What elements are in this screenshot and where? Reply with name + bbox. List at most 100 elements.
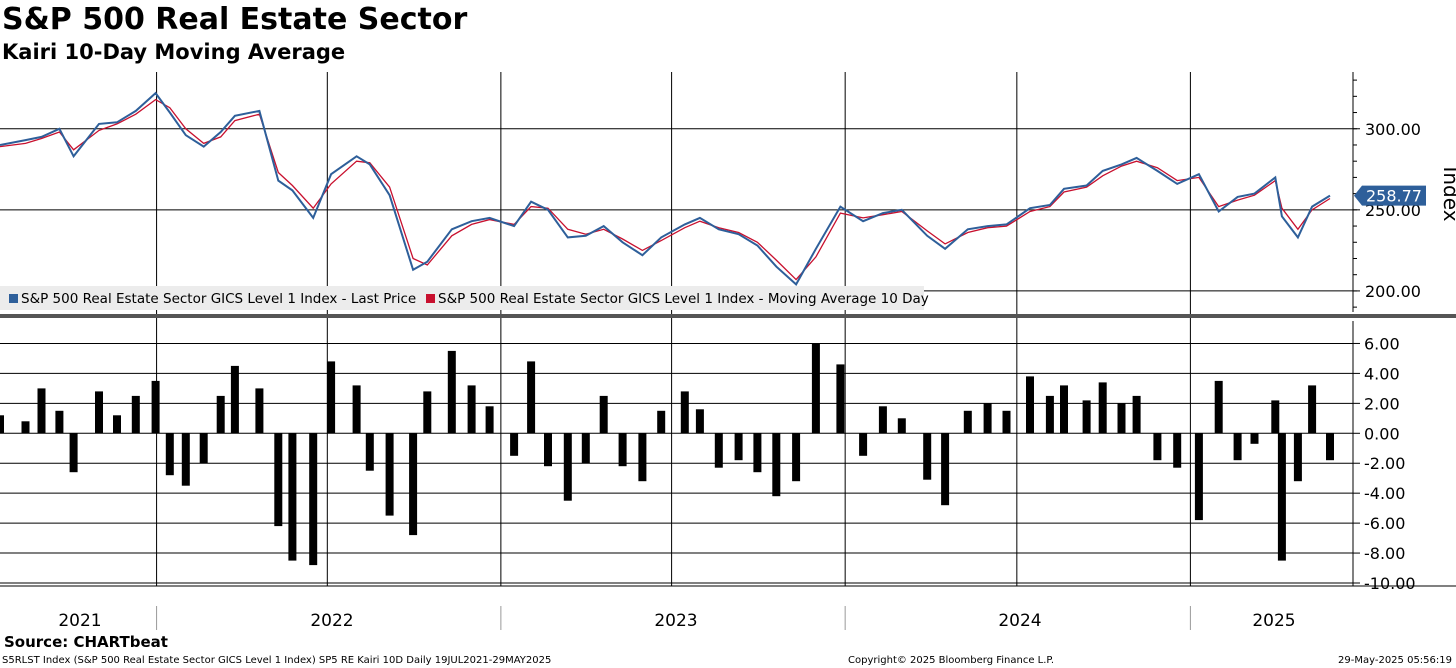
kairi-bar [409,433,418,536]
footer-description: S5RLST Index (S&P 500 Real Estate Sector… [2,655,552,666]
kairi-bar [941,433,950,506]
kairi-bar [544,433,552,467]
last-value-label: 258.77 [1366,187,1422,206]
kairi-bar [151,380,160,434]
last-value-badge: 258.77 [1354,185,1426,206]
kairi-bar [467,385,476,434]
kairi-bar [897,418,906,434]
kairi-bar [1173,433,1182,468]
kairi-bar [963,410,972,434]
x-tick-label: 2024 [998,611,1041,631]
legend: S&P 500 Real Estate Sector GICS Level 1 … [0,286,929,310]
kairi-bar [181,433,190,486]
kairi-bars [0,343,1334,566]
kairi-bar [1326,433,1334,461]
y-tick-label: 2.00 [1364,394,1400,413]
kairi-bar [983,403,992,434]
kairi-bar [878,406,887,434]
kairi-bar [1250,433,1259,444]
panel-separator [0,314,1456,318]
kairi-bar [734,433,743,461]
legend-background [0,286,924,310]
kairi-bar [95,391,103,434]
kairi-bar [680,391,689,434]
kairi-bar [599,395,608,434]
y-tick-label: -6.00 [1364,514,1405,533]
kairi-bar [1045,395,1054,434]
kairi-bar [327,361,336,434]
chart-title: S&P 500 Real Estate Sector [2,2,468,37]
upper-panel-grid [0,128,1353,292]
kairi-bar [1132,395,1141,434]
kairi-bar [485,406,494,434]
x-tick-label: 2021 [58,611,101,631]
y-tick-label: -8.00 [1364,544,1405,563]
y-tick-label: 6.00 [1364,334,1400,353]
kairi-bar [1277,433,1286,561]
kairi-bar [352,385,361,434]
kairi-bar [510,433,519,456]
lower-y-ticks: -10.00 -8.00 -6.00 -4.00 -2.00 0.00 2.00 4.00 6.… [1353,334,1416,593]
year-gridlines [156,72,1191,586]
kairi-bar [1233,433,1242,461]
kairi-bar [753,433,762,473]
kairi-bar [1214,380,1223,434]
kairi-bar [859,433,868,456]
kairi-bar [230,365,239,434]
kairi-bar [638,433,647,482]
kairi-bar [309,433,318,566]
kairi-bar [657,410,666,434]
kairi-bar [714,433,723,468]
kairi-bar [37,388,46,434]
kairi-bar [1026,376,1034,434]
kairi-bar [1082,400,1091,434]
kairi-bar [55,410,64,434]
kairi-bar [1117,403,1126,434]
kairi-bar [1308,385,1317,434]
kairi-bar [165,433,174,476]
kairi-bar [69,433,78,473]
kairi-bar [695,409,704,434]
kairi-bar [423,391,432,434]
kairi-bar [288,433,297,561]
kairi-bar [1060,385,1068,434]
kairi-bar [1271,400,1280,434]
y-tick-label: 200.00 [1365,282,1421,301]
kairi-bar [1153,433,1162,461]
y-tick-label: 0.00 [1364,424,1400,443]
kairi-bar [581,433,590,464]
kairi-bar [255,388,264,434]
price-line [0,91,1331,286]
chart-subtitle: Kairi 10-Day Moving Average [2,40,346,64]
footer-copyright: Copyright© 2025 Bloomberg Finance L.P. [848,655,1055,666]
footer-timestamp: 29-May-2025 05:56:19 [1338,655,1452,666]
y-tick-label: -4.00 [1364,484,1405,503]
kairi-bar [923,433,932,480]
y-tick-label: 4.00 [1364,364,1400,383]
x-tick-label: 2022 [310,611,353,631]
kairi-bar [447,350,456,434]
kairi-bar [21,421,30,434]
kairi-bar [1293,433,1302,482]
lower-panel-grid [0,342,1353,584]
kairi-bar [1002,410,1011,434]
y-tick-label: -2.00 [1364,454,1405,473]
kairi-bar [563,433,572,501]
source-note: Source: CHARTbeat [4,633,168,651]
kairi-bar [1194,433,1203,521]
kairi-bar [1098,382,1107,434]
kairi-bar [365,433,374,471]
legend-swatch-moving-average [426,294,435,303]
upper-y-axis-label: Index [1439,166,1456,221]
kairi-bar [836,364,845,434]
legend-swatch-price [9,294,18,303]
kairi-bar [792,433,801,482]
y-tick-label: 300.00 [1365,120,1421,139]
kairi-bar [216,395,225,434]
kairi-bar [0,415,4,434]
x-axis-labels: 2021 2022 2023 2024 2025 [58,611,1295,631]
legend-label-moving-average: S&P 500 Real Estate Sector GICS Level 1 … [438,291,929,307]
moving-average-line [0,98,1331,281]
kairi-bar [274,433,283,527]
